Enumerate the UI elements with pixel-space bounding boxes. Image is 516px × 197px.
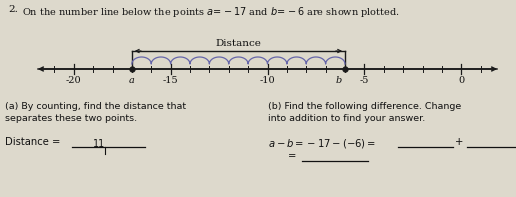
Text: $a-b=-17-(-6)=$: $a-b=-17-(-6)=$	[268, 137, 376, 150]
Text: +: +	[455, 137, 463, 147]
Text: 2.: 2.	[8, 5, 18, 14]
Text: into addition to find your answer.: into addition to find your answer.	[268, 114, 425, 123]
Text: Distance =: Distance =	[5, 137, 63, 147]
Text: (b) Find the following difference. Change: (b) Find the following difference. Chang…	[268, 102, 461, 111]
Text: -20: -20	[66, 76, 82, 85]
Text: On the number line below the points $a\!=\!-17$ and $b\!=\!-6$ are shown plotted: On the number line below the points $a\!…	[22, 5, 400, 19]
Text: -5: -5	[360, 76, 369, 85]
Text: a: a	[129, 76, 135, 85]
Text: -15: -15	[163, 76, 179, 85]
Text: Distance: Distance	[216, 39, 262, 48]
Text: =: =	[288, 151, 296, 161]
Text: -10: -10	[260, 76, 276, 85]
Text: 0: 0	[458, 76, 464, 85]
Text: b: b	[336, 76, 342, 85]
Text: separates these two points.: separates these two points.	[5, 114, 137, 123]
Text: 11: 11	[93, 139, 105, 149]
Text: (a) By counting, find the distance that: (a) By counting, find the distance that	[5, 102, 186, 111]
